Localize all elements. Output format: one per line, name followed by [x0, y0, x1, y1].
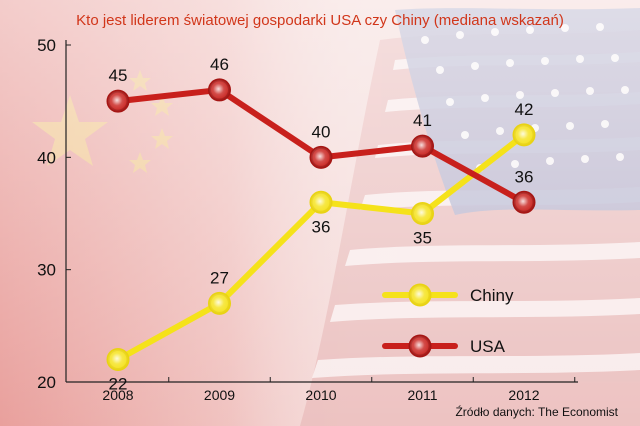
y-tick-label: 40 — [37, 148, 56, 167]
data-label: 22 — [109, 375, 128, 394]
axes — [65, 40, 578, 383]
legend: Chiny USA — [382, 283, 514, 358]
legend-item-chiny: Chiny — [382, 283, 514, 307]
data-label: 35 — [413, 229, 432, 248]
y-axis-ticks: 20 30 40 50 — [37, 36, 71, 392]
series-chiny: 22 27 36 35 42 — [106, 100, 536, 394]
data-point-highlight — [108, 91, 128, 112]
data-label: 42 — [515, 100, 534, 119]
x-tick-label: 2012 — [508, 387, 539, 403]
x-tick-label: 2009 — [204, 387, 235, 403]
data-point-highlight — [311, 192, 331, 213]
x-tick-label: 2011 — [407, 387, 437, 403]
data-point-highlight — [514, 124, 534, 145]
x-tick-label: 2010 — [305, 387, 336, 403]
data-point-highlight — [412, 136, 433, 157]
y-tick-label: 30 — [37, 261, 56, 280]
data-point-highlight — [311, 147, 331, 168]
data-label: 41 — [413, 111, 432, 130]
chart-title: Kto jest liderem światowej gospodarki US… — [76, 12, 564, 29]
x-axis-ticks: 2008 2009 2010 2011 2012 — [102, 377, 576, 403]
data-label: 45 — [109, 66, 128, 85]
data-label: 36 — [515, 167, 534, 186]
data-point-highlight — [209, 79, 230, 100]
data-point-highlight — [412, 203, 433, 224]
data-label: 40 — [312, 122, 331, 141]
legend-label-chiny: Chiny — [470, 286, 514, 305]
y-tick-label: 50 — [37, 36, 56, 55]
data-label: 46 — [210, 55, 229, 74]
data-point-highlight — [108, 349, 128, 370]
series-usa: 45 46 40 41 36 — [106, 55, 536, 214]
legend-item-usa: USA — [382, 334, 506, 358]
legend-label-usa: USA — [470, 337, 506, 356]
data-point-highlight — [209, 293, 230, 314]
source-note: Źródło danych: The Economist — [455, 404, 618, 419]
data-label: 36 — [312, 217, 331, 236]
series-layer: 22 27 36 35 42 45 46 40 41 36 — [106, 55, 536, 394]
x-tick-label: 2008 — [102, 387, 133, 403]
y-tick-label: 20 — [37, 373, 56, 392]
data-label: 27 — [210, 268, 229, 287]
data-point-highlight — [514, 192, 534, 213]
